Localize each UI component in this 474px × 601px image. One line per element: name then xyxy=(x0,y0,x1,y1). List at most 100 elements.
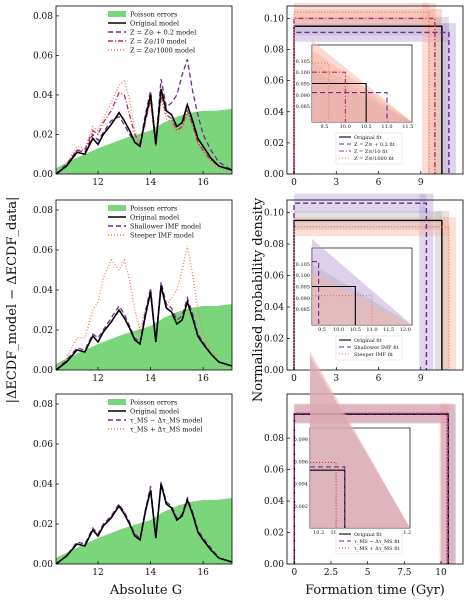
y-tick-label: 0.06 xyxy=(33,440,53,450)
legend-label: Shallower IMF fit xyxy=(354,345,399,351)
y-tick-label: 0.08 xyxy=(33,400,53,410)
legend-label: Original model xyxy=(130,213,179,221)
x-tick-label: 16 xyxy=(197,374,209,384)
y-tick-label: 0.00 xyxy=(33,366,53,376)
x-tick-label: 0 xyxy=(291,374,297,384)
y-tick-label: 0.04 xyxy=(264,108,284,118)
y-tick-label: 0.04 xyxy=(33,480,53,490)
left-y-axis-label: |ΔECDF_model − ΔECDF_data| xyxy=(5,197,20,404)
y-tick-label: 0.04 xyxy=(33,286,53,296)
left-panel-1: 0.00 0.02 0.04 0.06 0.08 12 14 16 Poisson errors… xyxy=(33,5,233,188)
x-tick-label: 0 xyxy=(291,178,297,188)
x-tick-label: 14 xyxy=(145,374,157,384)
legend-label: Original fit xyxy=(354,135,382,141)
inset-x-tick-label: 11.5 xyxy=(383,327,394,333)
y-tick-label: 0.08 xyxy=(264,240,284,250)
inset-x-tick-label: 10.0 xyxy=(340,124,351,130)
legend-label: τ_MS + Δτ_MS model xyxy=(130,425,202,433)
x-tick-label: 16 xyxy=(197,568,209,578)
inset-y-tick-label: 0.090 xyxy=(296,296,310,302)
x-tick-label: 14 xyxy=(145,568,157,578)
axes-frame xyxy=(55,393,233,565)
step-line xyxy=(293,412,448,564)
right-panel-2: 0.000.020.040.060.080.100 3 6 90.0850.0900.… xyxy=(264,193,464,384)
axes-frame xyxy=(55,5,233,175)
y-tick-label: 0.06 xyxy=(33,51,53,61)
legend-label: τ_MS − Δτ_MS model xyxy=(130,416,202,424)
inset-x-tick-label: 10.0 xyxy=(333,327,344,333)
axes-frame xyxy=(286,393,464,565)
y-tick-label: 0.00 xyxy=(264,366,284,376)
legend-swatch xyxy=(108,205,126,211)
inset-x-tick-label: 9.5 xyxy=(318,327,326,333)
inset-y-tick-label: 0.090 xyxy=(296,93,310,99)
y-tick-label: 0.04 xyxy=(33,91,53,101)
legend-label: Poisson errors xyxy=(130,204,177,212)
x-tick-label: 6 xyxy=(376,178,382,188)
inset-y-tick-label: 0.085 xyxy=(296,104,310,110)
inset: 0.085 0.090 0.095 0.100 0.105 9.5 10.0 10.5 11.0… xyxy=(296,40,413,130)
inset-step xyxy=(310,461,337,528)
inset-y-tick-label: 0.096 xyxy=(294,459,308,465)
y-tick-label: 0.08 xyxy=(33,12,53,22)
inset-x-tick-label: 10.5 xyxy=(361,124,372,130)
x-tick-label: 0 xyxy=(291,568,297,578)
legend-label: Z = Z⊙/10 fit xyxy=(354,149,388,155)
left-panel-2: 0.00 0.02 0.04 0.06 0.08 12 14 16 Poisson errors… xyxy=(33,199,233,384)
x-tick-label: 3 xyxy=(333,178,339,188)
y-tick-label: 0.00 xyxy=(33,560,53,570)
legend-label: Poisson errors xyxy=(130,10,177,18)
legend-label: Steeper IMF model xyxy=(130,231,194,239)
y-tick-label: 0.10 xyxy=(264,209,284,219)
y-tick-label: 0.02 xyxy=(264,529,284,539)
series-line xyxy=(56,281,232,370)
legend-swatch xyxy=(108,11,126,17)
inset-step xyxy=(312,82,367,122)
legend-label: Z = Z⊙ + 0.2 model xyxy=(130,28,196,36)
y-tick-label: 0.02 xyxy=(264,335,284,345)
inset-y-tick-label: 0.094 xyxy=(294,482,308,488)
step-line xyxy=(293,202,428,370)
y-tick-label: 0.02 xyxy=(264,139,284,149)
inset-step xyxy=(310,466,346,528)
legend-label: Z = Z⊙/1000 fit xyxy=(354,156,394,162)
left-panel-3: 0.00 0.02 0.04 0.06 0.08 12 14 16 Poisson errors… xyxy=(33,393,233,578)
uncertainty-band xyxy=(441,217,456,370)
legend-label: Original model xyxy=(130,407,179,415)
x-tick-label: 12 xyxy=(92,568,103,578)
right-y-axis-label: Normalised probability density xyxy=(251,197,266,402)
uncertainty-band xyxy=(294,2,430,22)
y-tick-label: 0.02 xyxy=(33,130,53,140)
uncertainty-band xyxy=(439,403,455,564)
inset-y-tick-label: 0.095 xyxy=(296,285,310,291)
y-tick-label: 0.00 xyxy=(264,170,284,180)
inset-step xyxy=(312,285,356,325)
x-tick-label: 2.5 xyxy=(324,568,339,578)
y-tick-label: 0.08 xyxy=(264,46,284,56)
x-tick-label: 12 xyxy=(92,178,103,188)
x-tick-label: 14 xyxy=(145,178,157,188)
y-tick-label: 0.00 xyxy=(33,170,53,180)
y-tick-label: 0.06 xyxy=(264,466,284,476)
series-line xyxy=(56,285,232,370)
inset-y-tick-label: 0.085 xyxy=(296,307,310,313)
legend-box xyxy=(335,132,403,165)
poisson-band xyxy=(56,304,232,370)
inset-x-tick-label: 11.2 xyxy=(400,530,411,536)
inset-y-tick-label: 0.100 xyxy=(296,273,310,279)
y-tick-label: 0.08 xyxy=(33,206,53,216)
inset: 0.0920.0940.0960.09810.210.410.610.811.0… xyxy=(294,351,411,536)
inset-y-tick-label: 0.105 xyxy=(296,59,310,65)
legend-box xyxy=(335,335,403,361)
y-tick-label: 0.10 xyxy=(264,14,284,24)
right-x-axis-label: Formation time (Gyr) xyxy=(305,583,445,598)
x-tick-label: 3 xyxy=(333,374,339,384)
inset-y-tick-label: 0.095 xyxy=(296,82,310,88)
right-panel-3: 0.00 0.02 0.04 0.06 0.08 0 2.5 5 7.5 10 0.092 0.094… xyxy=(264,351,464,578)
series-line xyxy=(56,88,232,174)
